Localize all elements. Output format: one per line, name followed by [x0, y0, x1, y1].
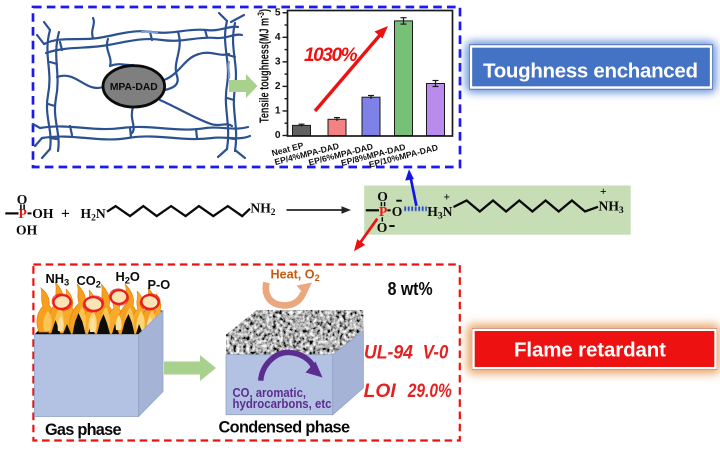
- svg-text:P: P: [379, 204, 387, 219]
- svg-text:+: +: [444, 191, 451, 203]
- svg-text:OH: OH: [16, 222, 38, 237]
- svg-text:5: 5: [275, 7, 281, 18]
- svg-text:Tensile toughness(MJ m-3): Tensile toughness(MJ m-3): [256, 9, 272, 123]
- svg-text:hydrocarbons, etc: hydrocarbons, etc: [233, 396, 332, 411]
- svg-text:NH2: NH2: [250, 200, 275, 218]
- svg-text:8 wt%: 8 wt%: [388, 279, 433, 299]
- svg-text:P: P: [19, 206, 27, 221]
- svg-text:1030%: 1030%: [304, 45, 358, 66]
- svg-text:CO2: CO2: [77, 273, 101, 290]
- svg-text:Gas phase: Gas phase: [45, 421, 122, 439]
- svg-text:Heat, O2: Heat, O2: [271, 268, 320, 284]
- svg-text:NH3: NH3: [599, 199, 624, 217]
- svg-text:OH: OH: [32, 206, 54, 221]
- svg-text:+: +: [61, 205, 70, 222]
- svg-text:+: +: [600, 186, 607, 198]
- svg-text:H3N: H3N: [427, 204, 452, 222]
- svg-text:O: O: [17, 192, 28, 207]
- svg-text:MPA-DAD: MPA-DAD: [110, 82, 158, 93]
- svg-text:O: O: [377, 220, 388, 235]
- svg-text:P-O: P-O: [148, 277, 171, 292]
- svg-text:H2N: H2N: [81, 206, 106, 224]
- svg-text:4: 4: [275, 32, 281, 43]
- svg-text:1: 1: [275, 106, 281, 117]
- svg-text:UL-94: UL-94: [364, 343, 413, 364]
- svg-text:0: 0: [275, 130, 281, 141]
- svg-text:Toughness enchanced: Toughness enchanced: [483, 60, 698, 83]
- svg-text:29.0%: 29.0%: [407, 381, 452, 402]
- svg-text:O: O: [377, 189, 388, 204]
- svg-text:O: O: [392, 204, 403, 219]
- svg-text:CO, aromatic,: CO, aromatic,: [233, 385, 307, 400]
- svg-text:NH3: NH3: [46, 271, 70, 288]
- svg-text:3: 3: [275, 56, 281, 67]
- svg-text:H2O: H2O: [116, 269, 140, 286]
- svg-text:2: 2: [275, 81, 281, 92]
- svg-text:Flame retardant: Flame retardant: [514, 339, 666, 362]
- svg-text:LOI: LOI: [364, 381, 397, 402]
- svg-text:Condensed phase: Condensed phase: [219, 419, 351, 437]
- svg-text:V-0: V-0: [423, 343, 449, 364]
